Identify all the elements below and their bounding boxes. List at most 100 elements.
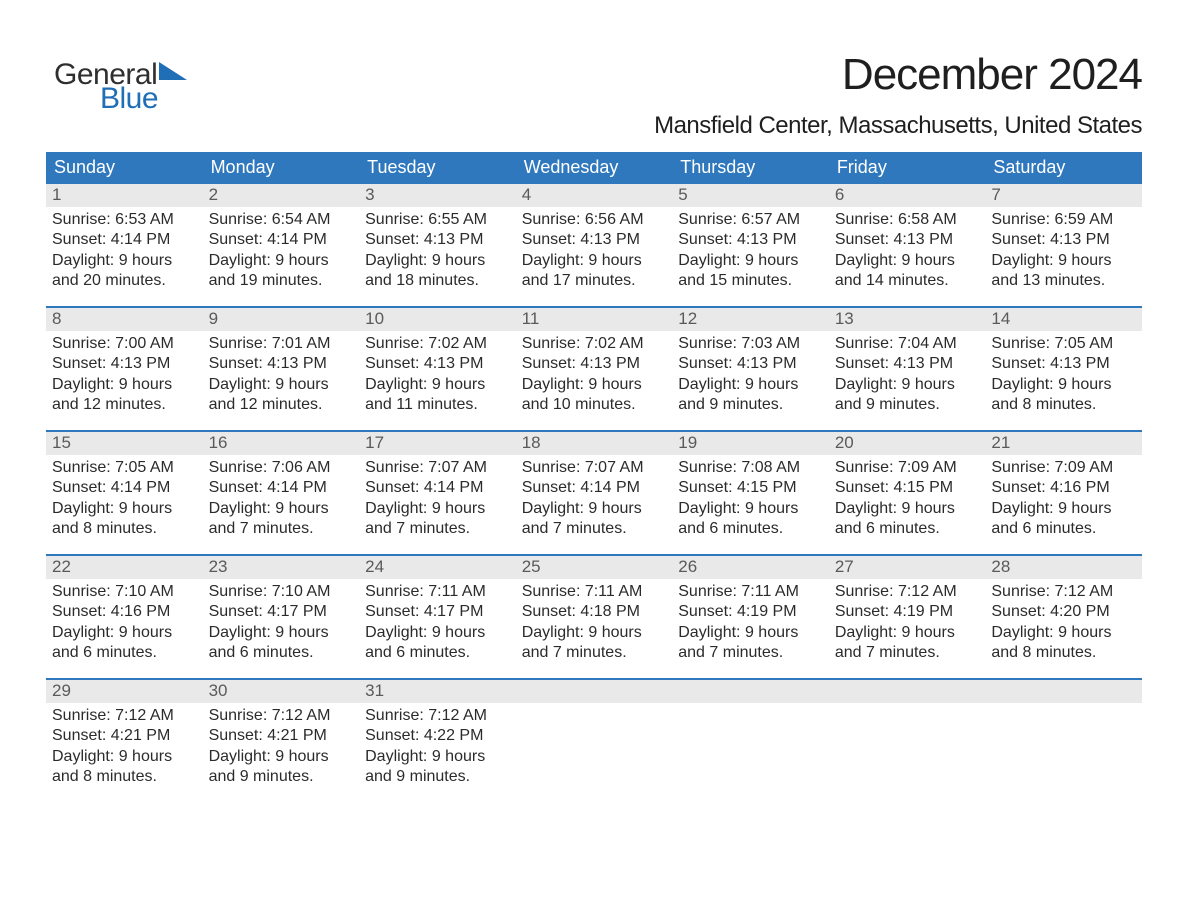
daylight-text: Daylight: 9 hours <box>522 251 667 271</box>
day-body-cell: Sunrise: 6:56 AMSunset: 4:13 PMDaylight:… <box>516 207 673 307</box>
day-body-cell: Sunrise: 7:01 AMSunset: 4:13 PMDaylight:… <box>203 331 360 431</box>
daylight-text: Daylight: 9 hours <box>991 623 1136 643</box>
sunrise-text: Sunrise: 7:12 AM <box>52 706 197 726</box>
day-number-cell: 25 <box>516 555 673 579</box>
day-header-row: Sunday Monday Tuesday Wednesday Thursday… <box>46 152 1142 184</box>
sunrise-text: Sunrise: 7:05 AM <box>52 458 197 478</box>
sunset-text: Sunset: 4:14 PM <box>522 478 667 498</box>
sunset-text: Sunset: 4:22 PM <box>365 726 510 746</box>
sunset-text: Sunset: 4:14 PM <box>52 478 197 498</box>
daylight-text: and 6 minutes. <box>209 643 354 663</box>
day-number-cell: 3 <box>359 184 516 207</box>
sunset-text: Sunset: 4:21 PM <box>52 726 197 746</box>
sunset-text: Sunset: 4:13 PM <box>365 230 510 250</box>
day-body-cell: Sunrise: 7:12 AMSunset: 4:21 PMDaylight:… <box>203 703 360 792</box>
sunrise-text: Sunrise: 7:12 AM <box>991 582 1136 602</box>
day-number-cell: 6 <box>829 184 986 207</box>
day-body-cell: Sunrise: 7:07 AMSunset: 4:14 PMDaylight:… <box>359 455 516 555</box>
header: General Blue December 2024 Mansfield Cen… <box>46 50 1142 140</box>
daylight-text: and 13 minutes. <box>991 271 1136 291</box>
sunrise-text: Sunrise: 7:09 AM <box>835 458 980 478</box>
sunrise-text: Sunrise: 7:01 AM <box>209 334 354 354</box>
daylight-text: Daylight: 9 hours <box>678 251 823 271</box>
day-number-cell <box>985 679 1142 703</box>
daylight-text: and 17 minutes. <box>522 271 667 291</box>
daylight-text: and 7 minutes. <box>522 643 667 663</box>
day-body-cell: Sunrise: 7:08 AMSunset: 4:15 PMDaylight:… <box>672 455 829 555</box>
sunset-text: Sunset: 4:20 PM <box>991 602 1136 622</box>
daylight-text: Daylight: 9 hours <box>209 623 354 643</box>
day-body-cell: Sunrise: 7:10 AMSunset: 4:17 PMDaylight:… <box>203 579 360 679</box>
sunset-text: Sunset: 4:13 PM <box>835 230 980 250</box>
daylight-text: Daylight: 9 hours <box>835 375 980 395</box>
daylight-text: and 8 minutes. <box>52 519 197 539</box>
day-number-cell: 9 <box>203 307 360 331</box>
daylight-text: and 7 minutes. <box>678 643 823 663</box>
day-number-cell: 21 <box>985 431 1142 455</box>
day-body-row: Sunrise: 7:10 AMSunset: 4:16 PMDaylight:… <box>46 579 1142 679</box>
daylight-text: Daylight: 9 hours <box>52 747 197 767</box>
sunset-text: Sunset: 4:15 PM <box>678 478 823 498</box>
sunset-text: Sunset: 4:13 PM <box>52 354 197 374</box>
day-number-cell: 15 <box>46 431 203 455</box>
day-number-cell: 23 <box>203 555 360 579</box>
day-body-cell: Sunrise: 7:02 AMSunset: 4:13 PMDaylight:… <box>516 331 673 431</box>
day-body-row: Sunrise: 7:05 AMSunset: 4:14 PMDaylight:… <box>46 455 1142 555</box>
sunset-text: Sunset: 4:16 PM <box>991 478 1136 498</box>
day-body-cell: Sunrise: 7:04 AMSunset: 4:13 PMDaylight:… <box>829 331 986 431</box>
day-header: Monday <box>203 152 360 184</box>
sunset-text: Sunset: 4:14 PM <box>209 478 354 498</box>
day-number-cell: 30 <box>203 679 360 703</box>
day-body-cell: Sunrise: 7:12 AMSunset: 4:21 PMDaylight:… <box>46 703 203 792</box>
daylight-text: and 7 minutes. <box>365 519 510 539</box>
sunrise-text: Sunrise: 7:07 AM <box>365 458 510 478</box>
day-body-cell: Sunrise: 7:11 AMSunset: 4:18 PMDaylight:… <box>516 579 673 679</box>
day-number-cell <box>516 679 673 703</box>
sunset-text: Sunset: 4:13 PM <box>678 354 823 374</box>
sunset-text: Sunset: 4:14 PM <box>52 230 197 250</box>
daynum-row: 891011121314 <box>46 307 1142 331</box>
day-body-cell: Sunrise: 6:57 AMSunset: 4:13 PMDaylight:… <box>672 207 829 307</box>
day-number-cell: 8 <box>46 307 203 331</box>
day-number-cell: 29 <box>46 679 203 703</box>
sunrise-text: Sunrise: 7:06 AM <box>209 458 354 478</box>
day-number-cell: 28 <box>985 555 1142 579</box>
day-number-cell: 24 <box>359 555 516 579</box>
daylight-text: Daylight: 9 hours <box>365 747 510 767</box>
day-body-cell: Sunrise: 7:12 AMSunset: 4:20 PMDaylight:… <box>985 579 1142 679</box>
daylight-text: and 10 minutes. <box>522 395 667 415</box>
day-body-cell: Sunrise: 7:09 AMSunset: 4:15 PMDaylight:… <box>829 455 986 555</box>
sunrise-text: Sunrise: 7:12 AM <box>835 582 980 602</box>
sunrise-text: Sunrise: 7:12 AM <box>209 706 354 726</box>
day-number-cell: 10 <box>359 307 516 331</box>
day-number-cell: 27 <box>829 555 986 579</box>
sunrise-text: Sunrise: 7:08 AM <box>678 458 823 478</box>
day-body-cell: Sunrise: 6:53 AMSunset: 4:14 PMDaylight:… <box>46 207 203 307</box>
daylight-text: Daylight: 9 hours <box>678 375 823 395</box>
daylight-text: Daylight: 9 hours <box>835 499 980 519</box>
sunset-text: Sunset: 4:17 PM <box>209 602 354 622</box>
day-header: Thursday <box>672 152 829 184</box>
sunset-text: Sunset: 4:13 PM <box>365 354 510 374</box>
daylight-text: and 9 minutes. <box>835 395 980 415</box>
day-header: Tuesday <box>359 152 516 184</box>
sunset-text: Sunset: 4:21 PM <box>209 726 354 746</box>
daylight-text: and 7 minutes. <box>522 519 667 539</box>
day-body-cell: Sunrise: 7:07 AMSunset: 4:14 PMDaylight:… <box>516 455 673 555</box>
logo-text-blue: Blue <box>100 82 191 116</box>
daylight-text: and 6 minutes. <box>52 643 197 663</box>
day-body-cell: Sunrise: 6:58 AMSunset: 4:13 PMDaylight:… <box>829 207 986 307</box>
sunrise-text: Sunrise: 6:54 AM <box>209 210 354 230</box>
day-number-cell: 12 <box>672 307 829 331</box>
sunset-text: Sunset: 4:13 PM <box>522 354 667 374</box>
sunrise-text: Sunrise: 7:11 AM <box>365 582 510 602</box>
sunset-text: Sunset: 4:13 PM <box>209 354 354 374</box>
sunrise-text: Sunrise: 7:07 AM <box>522 458 667 478</box>
page: General Blue December 2024 Mansfield Cen… <box>0 0 1188 812</box>
sunrise-text: Sunrise: 6:57 AM <box>678 210 823 230</box>
daynum-row: 22232425262728 <box>46 555 1142 579</box>
sunrise-text: Sunrise: 6:55 AM <box>365 210 510 230</box>
daylight-text: Daylight: 9 hours <box>52 499 197 519</box>
daynum-row: 293031 <box>46 679 1142 703</box>
sunrise-text: Sunrise: 7:11 AM <box>678 582 823 602</box>
